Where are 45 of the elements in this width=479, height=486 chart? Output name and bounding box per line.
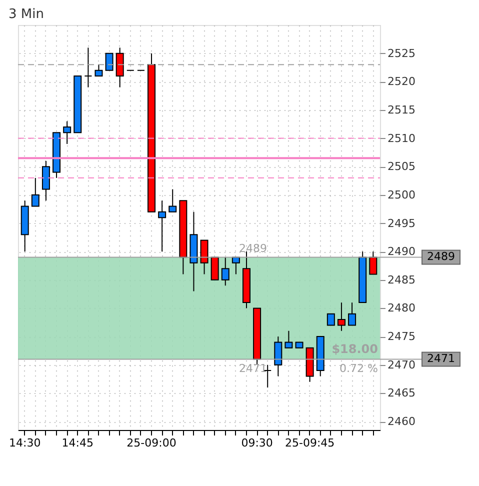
candlestick [337, 302, 346, 332]
candlestick [232, 256, 240, 275]
candlestick [84, 47, 92, 88]
annotation: 0.72 % [340, 362, 378, 376]
y-tick-label: 2475 [388, 330, 416, 344]
x-tick-label: 25-09:00 [126, 436, 176, 450]
candlestick [221, 256, 230, 286]
candlestick [31, 177, 40, 207]
x-tick-label: 14:45 [62, 436, 94, 450]
candlestick [274, 336, 282, 377]
y-tick-label: 2500 [388, 188, 416, 202]
y-tick-label: 2495 [388, 216, 416, 230]
annotation: $18.00 [332, 342, 378, 356]
y-tick-label: 2525 [388, 46, 416, 60]
y-tick-label: 2485 [388, 273, 416, 286]
candlestick [94, 64, 103, 76]
candlestick [116, 47, 124, 88]
candlestick [326, 313, 335, 326]
annotation: 2471 [239, 362, 267, 376]
candlestick [284, 330, 293, 348]
candlestick [348, 302, 356, 326]
annotation: 2489 [239, 242, 267, 256]
y-tick-label: 2465 [388, 386, 416, 400]
x-tick-label: 25-09:45 [284, 436, 335, 450]
candlestick [210, 256, 219, 280]
candlestick [63, 120, 72, 144]
x-tick-label: 14:30 [9, 436, 41, 450]
x-tick-label: 09:30 [241, 436, 273, 450]
chart-title: 3 Min [8, 7, 44, 22]
y-tick-label: 2505 [388, 160, 416, 174]
candlestick [158, 200, 166, 252]
candlestick [200, 240, 208, 275]
candlestick [105, 52, 114, 71]
ref-line-label: 2471 [427, 352, 455, 366]
y-tick-label: 2490 [388, 245, 416, 258]
y-tick-label: 2510 [388, 132, 416, 145]
candlestick [42, 160, 50, 202]
ref-line-label: 2489 [427, 250, 455, 264]
y-tick-label: 2480 [388, 302, 416, 315]
candlestick [168, 188, 177, 212]
y-tick-label: 2515 [388, 103, 416, 116]
y-tick-label: 2520 [388, 75, 416, 88]
y-tick-label: 2460 [388, 415, 416, 428]
candlestick [369, 251, 378, 275]
y-tick-label: 2470 [388, 358, 416, 372]
